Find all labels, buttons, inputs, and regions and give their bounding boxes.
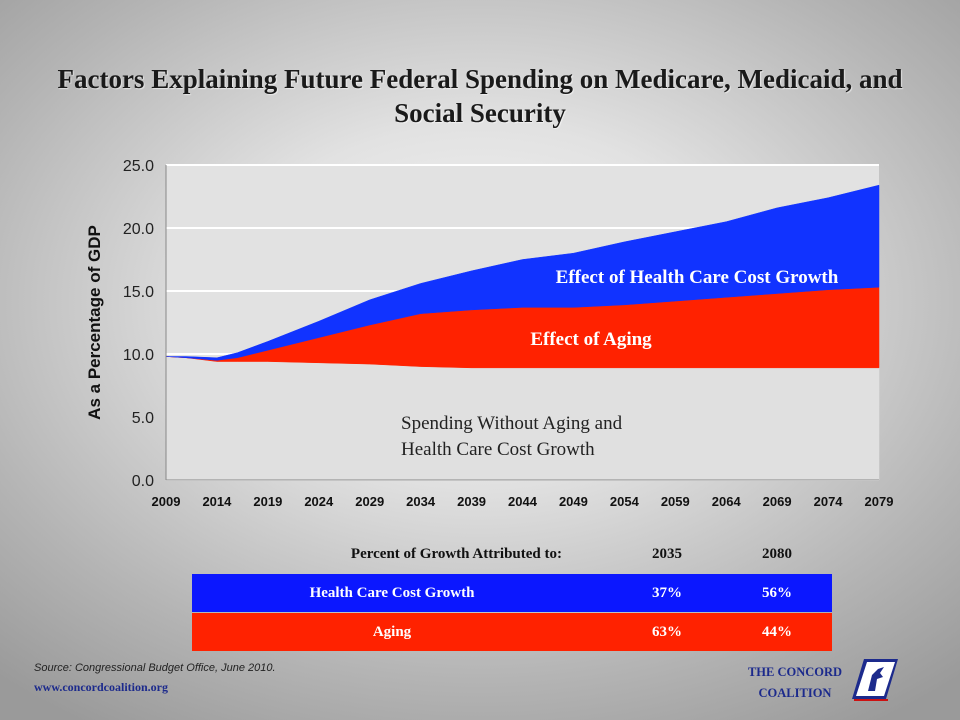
annotation-baseline-line-2: Health Care Cost Growth xyxy=(401,439,595,460)
x-tick-label: 2069 xyxy=(763,494,792,509)
table-cell-2080: 56% xyxy=(762,584,792,601)
x-tick-label: 2079 xyxy=(865,494,894,509)
annotation-aging: Effect of Aging xyxy=(530,329,652,350)
x-tick-label: 2054 xyxy=(610,494,640,509)
concord-coalition-logo-text: THE CONCORD COALITION xyxy=(730,662,860,704)
area-effect-of-health-care xyxy=(165,184,880,361)
area-chart: 0.0 5.0 10.0 15.0 20.0 25.0 2009 2014 2019 2024 20… xyxy=(85,158,894,509)
table-row-label: Health Care Cost Growth xyxy=(309,584,475,601)
logo-line-1: THE CONCORD xyxy=(747,665,843,679)
y-axis-label: As a Percentage of GDP xyxy=(85,225,104,420)
x-tick-label: 2034 xyxy=(406,494,436,509)
x-tick-label: 2059 xyxy=(661,494,690,509)
table-header-label: Percent of Growth Attributed to: xyxy=(350,545,562,562)
x-tick-label: 2074 xyxy=(814,494,844,509)
x-tick-label: 2039 xyxy=(457,494,486,509)
table-header-2080: 2080 xyxy=(762,545,792,562)
x-tick-label: 2014 xyxy=(202,494,232,509)
x-tick-label: 2044 xyxy=(508,494,538,509)
table-row-label: Aging xyxy=(372,623,412,640)
source-note: Source: Congressional Budget Office, Jun… xyxy=(34,662,276,674)
y-tick-label: 15.0 xyxy=(123,284,154,301)
table-header: Percent of Growth Attributed to: 2035 20… xyxy=(192,544,832,564)
website-link[interactable]: www.concordcoalition.org xyxy=(34,680,168,694)
table-cell-2035: 37% xyxy=(652,584,682,601)
table-header-2035: 2035 xyxy=(652,545,682,562)
table-cell-2035: 63% xyxy=(652,623,682,640)
concord-coalition-logo-icon xyxy=(852,659,898,701)
y-tick-label: 5.0 xyxy=(132,410,154,427)
annotation-baseline-line-1: Spending Without Aging and xyxy=(401,413,623,434)
y-tick-label: 20.0 xyxy=(123,221,154,238)
logo-line-2: COALITION xyxy=(758,686,832,700)
x-tick-label: 2064 xyxy=(712,494,742,509)
y-tick-label: 25.0 xyxy=(123,158,154,175)
x-tick-label: 2024 xyxy=(304,494,334,509)
table-cell-2080: 44% xyxy=(762,623,792,640)
x-tick-label: 2019 xyxy=(253,494,282,509)
x-tick-label: 2009 xyxy=(152,494,181,509)
x-tick-label: 2029 xyxy=(355,494,384,509)
chart-title: Factors Explaining Future Federal Spendi… xyxy=(57,64,903,128)
table-row-health-care: Health Care Cost Growth 37% 56% xyxy=(192,574,832,612)
annotation-health-care: Effect of Health Care Cost Growth xyxy=(556,267,839,288)
y-tick-label: 0.0 xyxy=(132,473,154,490)
table-row-aging: Aging 63% 44% xyxy=(192,613,832,651)
x-tick-label: 2049 xyxy=(559,494,588,509)
y-tick-label: 10.0 xyxy=(123,347,154,364)
